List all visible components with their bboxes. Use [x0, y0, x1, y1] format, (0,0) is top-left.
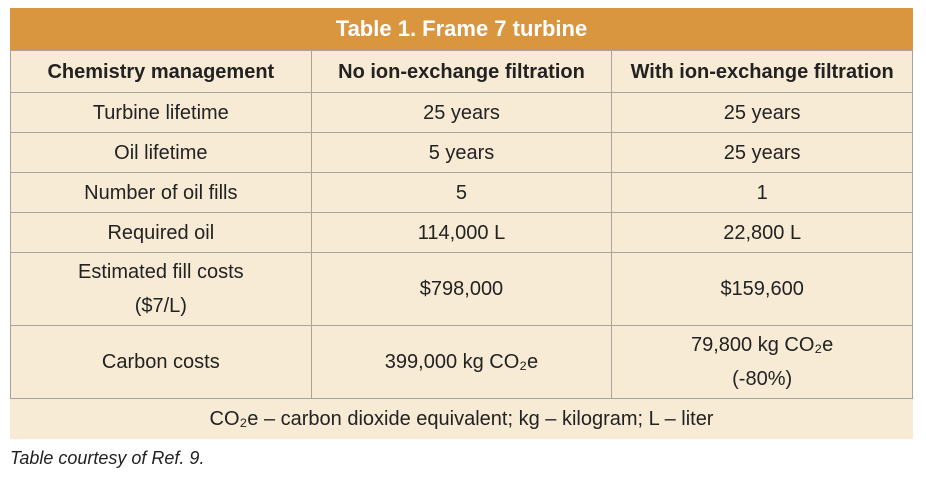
footnote: CO₂e – carbon dioxide equivalent; kg – k… — [10, 398, 913, 439]
table-cell: Oil lifetime — [10, 132, 312, 173]
header-row: Chemistry management No ion-exchange filt… — [10, 50, 913, 93]
table-row: Number of oil fills 5 1 — [10, 172, 913, 213]
table-cell: 114,000 L — [310, 212, 613, 253]
table-cell: Turbine lifetime — [10, 92, 312, 133]
table-row: Carbon costs 399,000 kg CO₂e 79,800 kg CO₂… — [10, 325, 913, 399]
table-row: Turbine lifetime 25 years 25 years — [10, 92, 913, 133]
table-cell: 25 years — [310, 92, 613, 133]
header-cell: With ion-exchange filtration — [611, 50, 913, 93]
table-cell: $798,000 — [310, 252, 613, 326]
table-cell: 5 — [310, 172, 613, 213]
table-cell: Required oil — [10, 212, 312, 253]
table-cell: 5 years — [310, 132, 613, 173]
table-cell: Number of oil fills — [10, 172, 312, 213]
table-cell: 79,800 kg CO₂e (-80%) — [611, 325, 913, 399]
footnote-row: CO₂e – carbon dioxide equivalent; kg – k… — [10, 398, 913, 439]
table: Chemistry management No ion-exchange filt… — [10, 50, 913, 439]
table-cell: 22,800 L — [611, 212, 913, 253]
header-cell: Chemistry management — [10, 50, 312, 93]
table-cell: Estimated fill costs ($7/L) — [10, 252, 312, 326]
table-row: Oil lifetime 5 years 25 years — [10, 132, 913, 173]
table-panel: Table 1. Frame 7 turbine Chemistry manag… — [10, 8, 913, 439]
table-cell: 1 — [611, 172, 913, 213]
caption: Table courtesy of Ref. 9. — [10, 448, 205, 468]
table-row: Estimated fill costs ($7/L) $798,000 $159,… — [10, 252, 913, 326]
table-row: Required oil 114,000 L 22,800 L — [10, 212, 913, 253]
header-cell: No ion-exchange filtration — [310, 50, 613, 93]
table-cell: 25 years — [611, 92, 913, 133]
table-cell: 25 years — [611, 132, 913, 173]
table-cell: 399,000 kg CO₂e — [310, 325, 613, 399]
table-title: Table 1. Frame 7 turbine — [10, 8, 913, 50]
table-cell: $159,600 — [611, 252, 913, 326]
table-cell: Carbon costs — [10, 325, 312, 399]
